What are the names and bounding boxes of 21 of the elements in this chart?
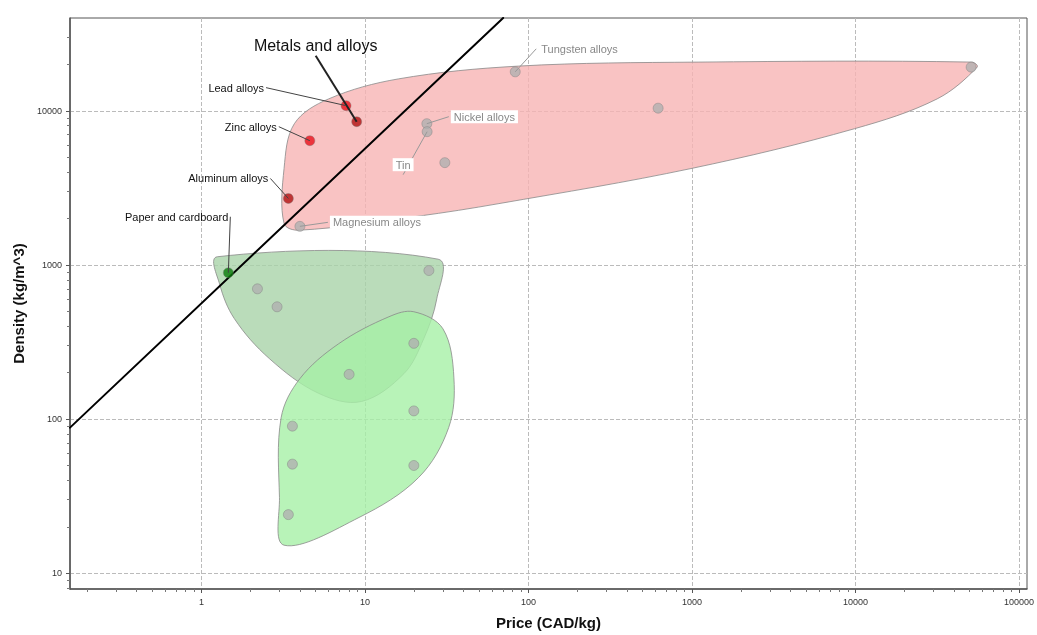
x-tick-label: 1 — [198, 596, 204, 607]
x-axis-title: Price (CAD/kg) — [495, 614, 602, 631]
y-tick-label: 1000 — [41, 259, 62, 270]
annotation: Tungsten alloys — [541, 42, 619, 55]
annotation: Metals and alloys — [253, 37, 378, 55]
annotation: Paper and cardboard — [124, 210, 229, 223]
y-tick-label: 10000 — [36, 105, 62, 116]
y-tick-label: 10 — [51, 568, 62, 579]
x-tick-label: 10 — [359, 596, 370, 607]
x-tick-label: 100 — [520, 596, 536, 607]
y-axis-title: Density (kg/m^3) — [10, 243, 28, 364]
annotation: Lead alloys — [208, 81, 265, 94]
x-tick-label: 100000 — [1003, 596, 1034, 607]
annotation: Magnesium alloys — [332, 216, 422, 229]
annotation: Zinc alloys — [224, 120, 278, 133]
annotation: Nickel alloys — [453, 110, 516, 123]
x-tick-label: 1000 — [681, 596, 702, 607]
y-tick-label: 100 — [46, 414, 62, 425]
annotation: Tin — [395, 158, 411, 171]
x-tick-label: 10000 — [842, 596, 868, 607]
annotation: Aluminum alloys — [188, 172, 269, 185]
